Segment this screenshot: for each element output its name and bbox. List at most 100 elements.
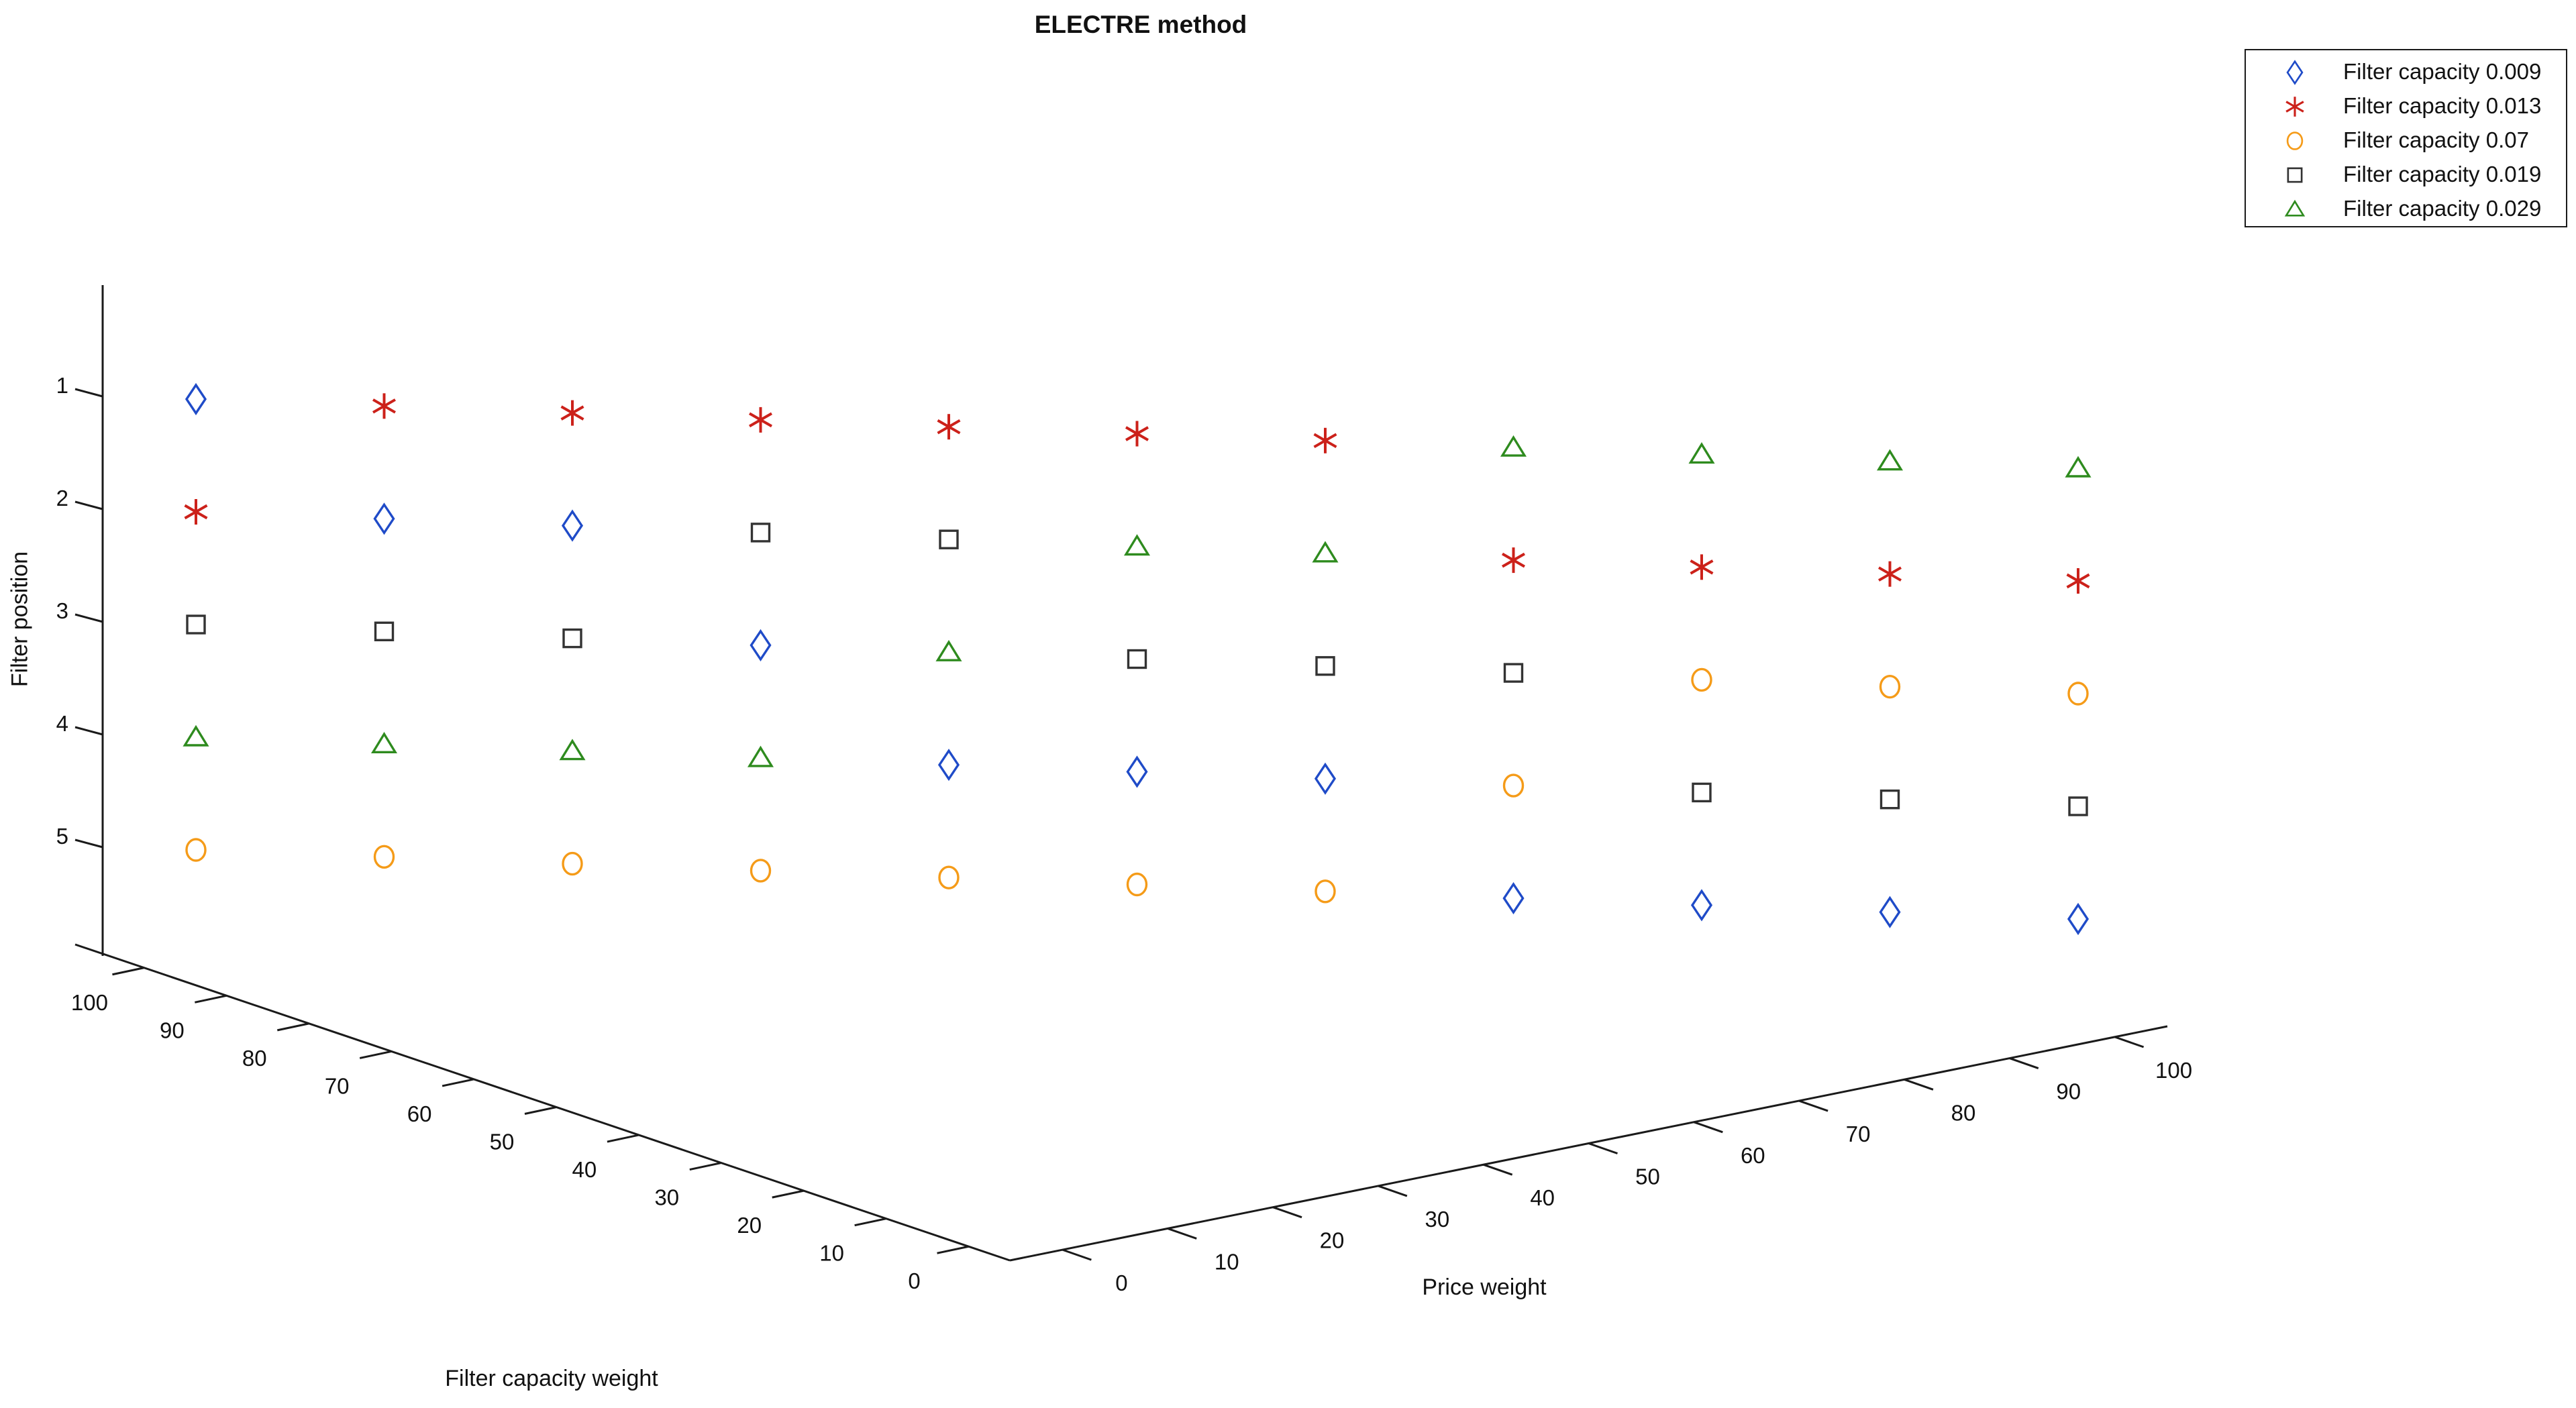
tick-label: 30 — [654, 1185, 679, 1210]
tick-label: 0 — [908, 1268, 920, 1293]
triangle-marker — [1500, 435, 1527, 457]
legend-box: Filter capacity 0.009 Filter capacity 0.0… — [2245, 49, 2567, 227]
tick-label: 90 — [2056, 1079, 2081, 1104]
tick-mark — [195, 994, 227, 1004]
tick-mark — [74, 838, 103, 849]
diamond-marker — [1314, 762, 1337, 795]
triangle-marker — [2284, 199, 2306, 217]
diamond-marker — [1879, 896, 1901, 928]
legend-entry-label: Filter capacity 0.07 — [2343, 127, 2529, 152]
triangle-marker — [370, 732, 398, 753]
asterisk-marker — [2066, 568, 2090, 594]
tick-mark — [1798, 1099, 1828, 1112]
circle-marker — [2067, 682, 2089, 706]
asterisk-marker — [2285, 97, 2304, 117]
axis-ticks: 0102030405060708090100100908070605040302… — [56, 373, 2192, 1295]
asterisk-marker — [1690, 554, 1714, 580]
filter-capacity-weight-axis-label: Filter capacity weight — [445, 1366, 658, 1391]
tick-mark — [607, 1134, 639, 1143]
triangle-marker — [747, 745, 774, 767]
price-weight-axis-label: Price weight — [1422, 1275, 1547, 1300]
legend-marker-asterisk — [2285, 97, 2304, 117]
tick-label: 60 — [407, 1101, 432, 1126]
asterisk-marker — [1313, 427, 1337, 453]
circle-marker — [1126, 872, 1148, 897]
triangle-marker — [2065, 455, 2092, 478]
diamond-marker — [2286, 60, 2304, 85]
tick-mark — [1378, 1185, 1408, 1197]
diamond-marker — [373, 502, 395, 535]
legend-marker-diamond — [2286, 60, 2304, 85]
square-marker — [1127, 649, 1147, 669]
tick-label: 100 — [71, 990, 108, 1015]
circle-marker — [1315, 879, 1336, 904]
tick-label: 40 — [1530, 1185, 1555, 1210]
legend-entry: Filter capacity 0.013 — [2246, 89, 2566, 123]
tick-mark — [2009, 1057, 2039, 1070]
tick-mark — [1062, 1248, 1092, 1261]
diamond-marker — [937, 749, 960, 781]
circle-marker — [185, 838, 207, 862]
asterisk-marker — [560, 400, 584, 426]
diamond-marker — [2067, 902, 2090, 936]
tick-label: 70 — [325, 1073, 350, 1098]
asterisk-marker — [749, 407, 772, 433]
diamond-marker — [185, 382, 207, 416]
legend-marker-circle — [2286, 131, 2304, 150]
legend-entry-label: Filter capacity 0.029 — [2343, 196, 2542, 221]
tick-label: 5 — [56, 824, 68, 849]
tick-label: 1 — [56, 373, 68, 398]
legend-entry: Filter capacity 0.07 — [2246, 123, 2566, 158]
circle-marker — [373, 845, 395, 869]
tick-mark — [1483, 1163, 1513, 1176]
asterisk-marker — [372, 393, 396, 419]
tick-mark — [74, 613, 103, 623]
tick-mark — [1588, 1142, 1618, 1154]
triangle-marker — [1688, 442, 1715, 464]
tick-mark — [524, 1106, 557, 1115]
circle-marker — [1879, 675, 1901, 699]
tick-label: 40 — [572, 1157, 597, 1182]
tick-mark — [854, 1217, 886, 1227]
square-marker — [1503, 663, 1524, 683]
square-marker — [186, 614, 206, 635]
tick-mark — [1904, 1078, 1934, 1091]
circle-marker — [562, 851, 583, 876]
square-marker — [1692, 782, 1712, 803]
tick-mark — [2114, 1036, 2145, 1048]
tick-label: 10 — [819, 1241, 844, 1266]
tick-label: 50 — [1635, 1165, 1660, 1189]
square-marker — [2068, 796, 2088, 816]
tick-mark — [74, 388, 103, 398]
tick-label: 20 — [737, 1213, 762, 1238]
tick-label: 2 — [56, 486, 68, 510]
legend-marker-triangle — [2284, 199, 2306, 217]
capacity-axis-line — [74, 943, 1011, 1262]
square-marker — [562, 628, 582, 649]
circle-marker — [1691, 667, 1712, 692]
asterisk-marker — [1502, 547, 1525, 574]
legend-marker-square — [2287, 167, 2303, 183]
triangle-marker — [1876, 449, 1904, 471]
tick-mark — [442, 1078, 474, 1087]
data-points — [183, 382, 2092, 936]
tick-mark — [772, 1189, 805, 1199]
square-marker — [1315, 656, 1335, 676]
tick-mark — [359, 1050, 392, 1059]
triangle-marker — [935, 639, 962, 661]
tick-label: 0 — [1115, 1270, 1127, 1295]
circle-marker — [750, 859, 772, 883]
circle-marker — [938, 865, 960, 889]
filter-position-axis-label: Filter position — [7, 551, 33, 688]
triangle-marker — [183, 724, 209, 747]
legend-entry-label: Filter capacity 0.013 — [2343, 93, 2542, 118]
diamond-marker — [1502, 882, 1525, 915]
tick-mark — [1693, 1121, 1723, 1134]
tick-label: 3 — [56, 598, 68, 623]
diamond-marker — [1690, 889, 1713, 922]
legend-entry: Filter capacity 0.029 — [2246, 191, 2566, 226]
tick-label: 100 — [2155, 1058, 2192, 1083]
tick-label: 70 — [1846, 1122, 1871, 1146]
